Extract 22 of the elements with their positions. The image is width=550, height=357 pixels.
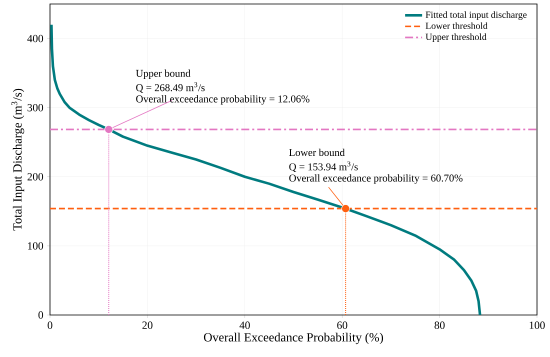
x-tick-label: 20	[142, 322, 152, 329]
annotation: Q = 268.49 m$^{3}$/s	[136, 82, 205, 93]
x-axis-title: Overall Exceedance Probability (%)	[204, 332, 384, 344]
annotation: Overall exceedance probability = 60.70%	[289, 174, 463, 184]
y-tick-label: 100	[28, 242, 44, 250]
y-tick-label: 300	[28, 104, 44, 112]
legend-label: Fitted total input discharge	[426, 11, 527, 20]
legend-label: Lower threshold	[426, 22, 488, 30]
x-tick-label: 60	[337, 322, 348, 329]
annotation: Upper bound	[136, 70, 190, 79]
y-axis-title: Total Input Discharge (m$^{3}$/s)	[11, 88, 24, 230]
x-tick-label: 80	[434, 322, 445, 329]
annotation: Q = 153.94 m$^{3}$/s	[289, 161, 358, 172]
legend-label: Upper threshold	[426, 33, 487, 42]
x-tick-label: 0	[48, 322, 52, 329]
annotation: Overall exceedance probability = 12.06%	[136, 95, 310, 105]
y-tick-label: 400	[27, 34, 44, 42]
y-tick-label: 0	[38, 311, 44, 319]
y-tick-label: 200	[28, 173, 44, 180]
annotation: Lower bound	[289, 148, 345, 156]
x-tick-label: 40	[240, 322, 250, 329]
x-tick-label: 100	[530, 322, 545, 329]
